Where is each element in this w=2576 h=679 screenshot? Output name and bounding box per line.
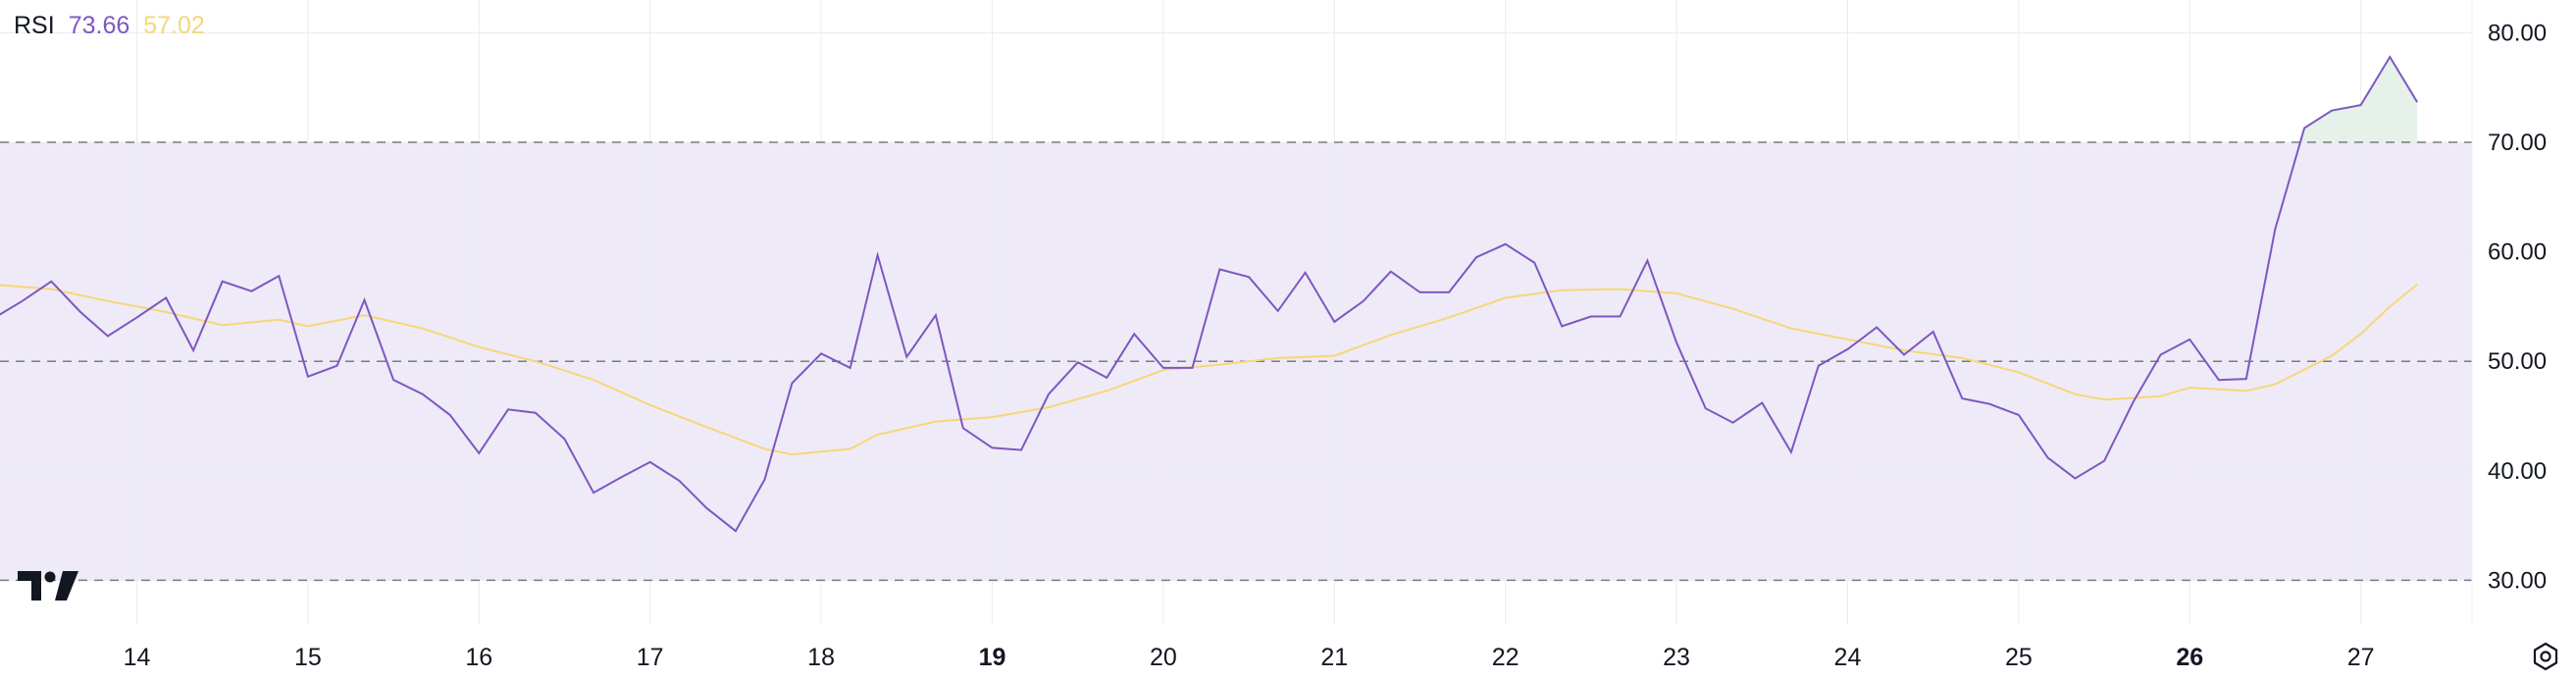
price-axis[interactable]: 30.00 40.00 50.00 60.00 70.00 80.00 [2488, 20, 2547, 594]
x-tick-label: 15 [294, 644, 322, 671]
x-tick-label: 27 [2347, 644, 2375, 671]
rsi-line [0, 55, 2419, 533]
x-tick-label: 26 [2176, 644, 2203, 671]
x-tick-label: 23 [1663, 644, 1690, 671]
y-tick-label: 30.00 [2488, 567, 2547, 594]
settings-gear-icon[interactable] [2531, 642, 2560, 676]
x-tick-label: 24 [1834, 644, 1862, 671]
rsi-ma-value: 57.02 [143, 12, 205, 39]
indicator-legend[interactable]: RSI 73.66 57.02 [14, 12, 205, 40]
y-tick-label: 40.00 [2488, 458, 2547, 485]
x-tick-label: 14 [124, 644, 151, 671]
y-tick-label: 70.00 [2488, 130, 2547, 156]
x-tick-label: 25 [2005, 644, 2033, 671]
rsi-value: 73.66 [68, 12, 130, 39]
x-tick-label: 16 [465, 644, 492, 671]
vertical-grid-lines [136, 0, 2362, 624]
rsi-ma-line [0, 284, 2418, 456]
x-tick-label: 19 [979, 644, 1006, 671]
x-tick-label: 22 [1492, 644, 1520, 671]
time-axis[interactable]: 14 15 16 17 18 19 20 21 22 23 24 25 26 27 [124, 644, 2375, 671]
x-tick-label: 21 [1320, 644, 1348, 671]
overbought-fill [2299, 57, 2418, 143]
y-tick-label: 80.00 [2488, 20, 2547, 46]
indicator-name[interactable]: RSI [14, 12, 55, 39]
dashed-level-lines [0, 141, 2472, 582]
x-tick-label: 17 [637, 644, 664, 671]
x-tick-label: 18 [807, 644, 835, 671]
x-tick-label: 20 [1150, 644, 1177, 671]
y-tick-label: 60.00 [2488, 239, 2547, 266]
y-tick-label: 50.00 [2488, 348, 2547, 375]
tradingview-logo-icon[interactable] [18, 571, 78, 605]
